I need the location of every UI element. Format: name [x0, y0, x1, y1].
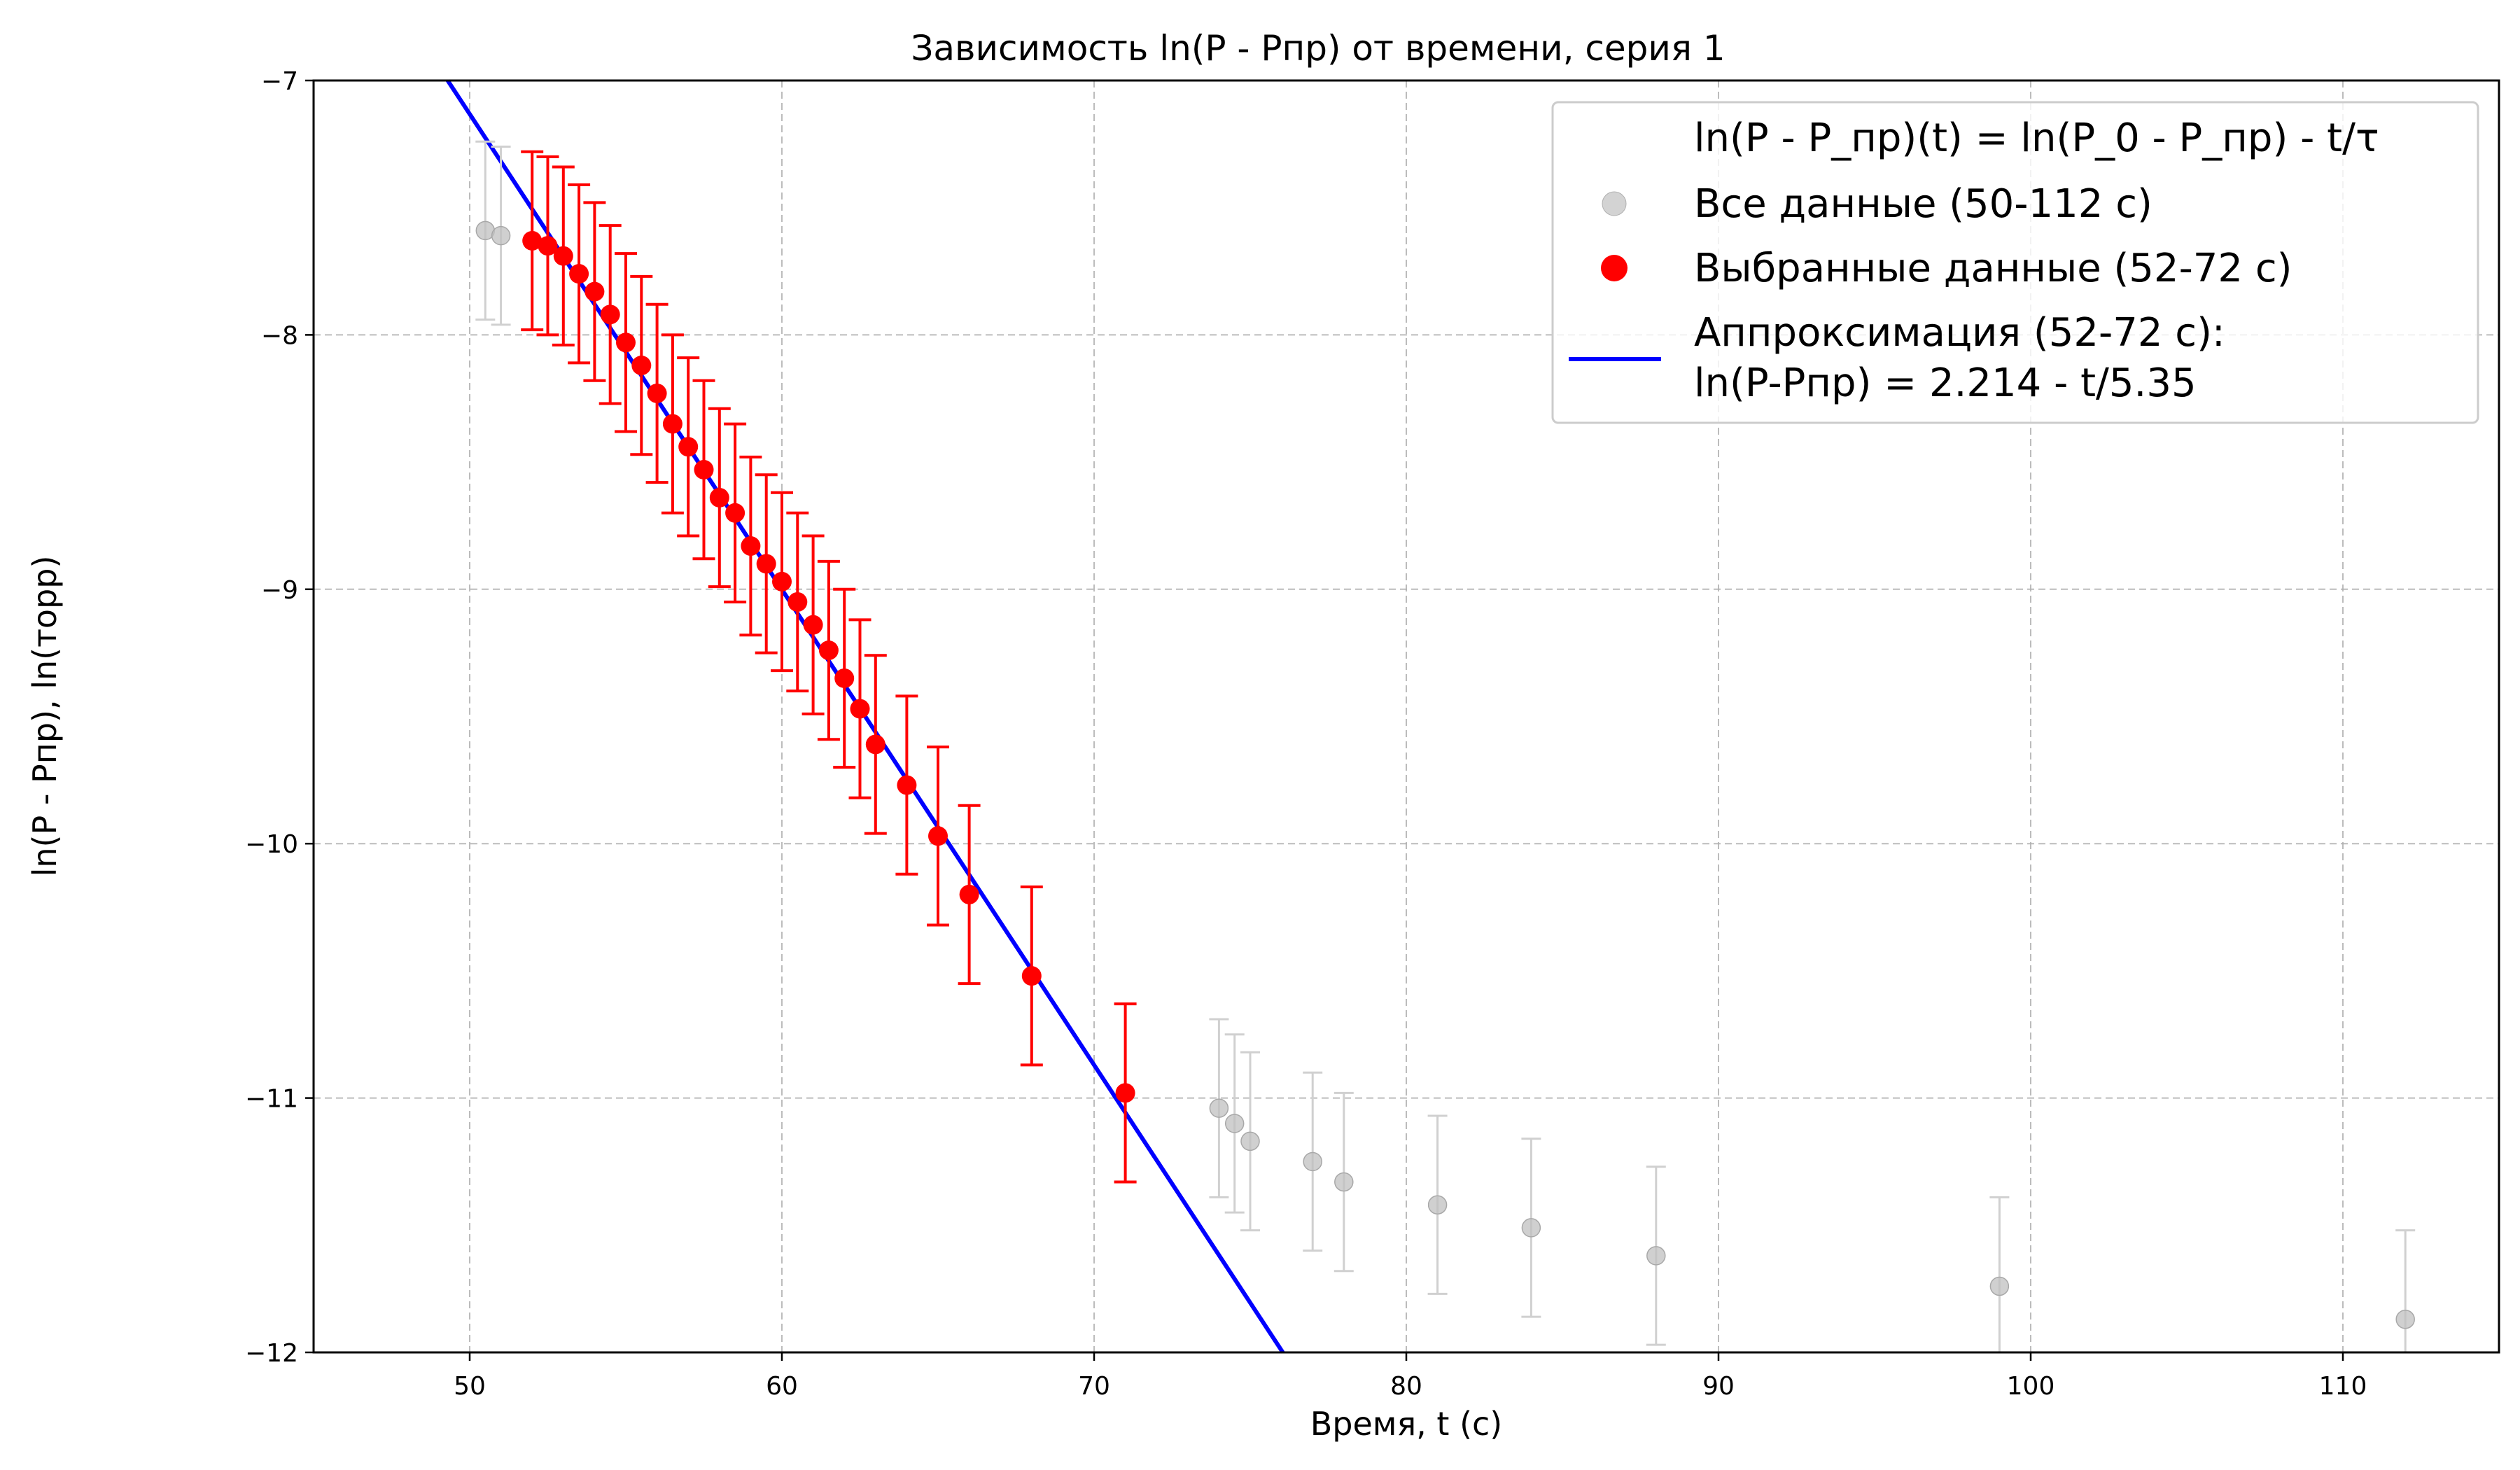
selected-data-point — [538, 236, 558, 256]
selected-data-point — [616, 332, 636, 353]
selected-data-point — [928, 826, 948, 846]
x-axis-label: Время, t (с) — [1310, 1405, 1503, 1443]
legend-label-fit-line: Аппроксимация (52-72 с): — [1694, 310, 2225, 356]
x-axis-ticks: 50 60 70 80 90 100 110 — [454, 1352, 2367, 1401]
all-data-point — [1521, 1218, 1541, 1238]
selected-data-point — [772, 571, 792, 592]
y-tick-label: −7 — [261, 67, 298, 96]
x-tick-label: 60 — [766, 1372, 798, 1401]
selected-data-point — [803, 615, 823, 635]
all-data-point — [1427, 1195, 1448, 1214]
y-tick-label: −9 — [261, 576, 298, 605]
selected-data-point — [569, 264, 589, 284]
selected-data-point — [1115, 1083, 1135, 1103]
y-tick-label: −8 — [261, 321, 298, 350]
x-tick-label: 50 — [454, 1372, 486, 1401]
selected-data-point — [959, 884, 979, 904]
legend-header: ln(P - P_пр)(t) = ln(P_0 - P_пр) - t/τ — [1694, 115, 2379, 161]
x-tick-label: 70 — [1078, 1372, 1110, 1401]
x-tick-label: 110 — [2319, 1372, 2367, 1401]
data-points — [475, 220, 2415, 1329]
legend-box — [1551, 101, 2479, 424]
selected-data-point — [741, 536, 761, 556]
selected-data-point — [788, 592, 808, 612]
all-data-point — [1334, 1172, 1354, 1192]
selected-data-point — [694, 460, 714, 480]
legend-label-all-data: Все данные (50-112 с) — [1694, 181, 2152, 227]
y-axis-ticks: −12 −11 −10 −9 −8 −7 — [245, 67, 314, 1368]
all-data-point — [1303, 1152, 1322, 1172]
selected-data-point — [631, 356, 652, 376]
selected-data-point — [865, 734, 886, 755]
selected-data-point — [647, 383, 667, 403]
chart-title: Зависимость ln(P - Pпр) от времени, сери… — [911, 28, 1725, 69]
selected-data-point — [818, 640, 839, 661]
x-tick-label: 80 — [1390, 1372, 1422, 1401]
selected-data-point — [834, 668, 855, 688]
y-tick-label: −11 — [245, 1085, 298, 1114]
legend-label-selected-data: Выбранные данные (52-72 с) — [1694, 246, 2292, 291]
selected-data-point — [662, 414, 682, 434]
all-data-point — [1989, 1276, 2010, 1296]
selected-data-point — [584, 281, 605, 302]
legend-label-fit-equation: ln(P-Pпр) = 2.214 - t/5.35 — [1694, 360, 2197, 406]
y-axis-label: ln(P - Pпр), ln(торр) — [26, 556, 64, 877]
selected-data-point — [850, 699, 870, 719]
selected-data-point — [709, 487, 729, 507]
y-tick-label: −12 — [245, 1339, 298, 1368]
selected-data-point — [1021, 966, 1042, 986]
selected-data-point — [725, 503, 746, 523]
legend-marker-all-data — [1602, 191, 1627, 216]
all-data-point — [1209, 1098, 1229, 1118]
all-data-point — [1240, 1131, 1260, 1152]
all-data-point — [491, 225, 511, 246]
selected-data-point — [678, 437, 699, 457]
x-tick-label: 100 — [2007, 1372, 2055, 1401]
selected-data-point — [897, 775, 917, 795]
y-tick-label: −10 — [245, 830, 298, 859]
all-data-point — [2395, 1310, 2415, 1329]
selected-data-point — [522, 230, 542, 251]
x-tick-label: 90 — [1702, 1372, 1735, 1401]
selected-data-point — [600, 304, 620, 325]
selected-data-point — [756, 554, 776, 574]
legend-marker-selected-data — [1601, 255, 1628, 281]
all-data-point — [1646, 1246, 1666, 1266]
legend: ln(P - P_пр)(t) = ln(P_0 - P_пр) - t/τ В… — [1551, 101, 2479, 424]
all-data-point — [1224, 1114, 1245, 1133]
selected-data-point — [553, 246, 573, 266]
